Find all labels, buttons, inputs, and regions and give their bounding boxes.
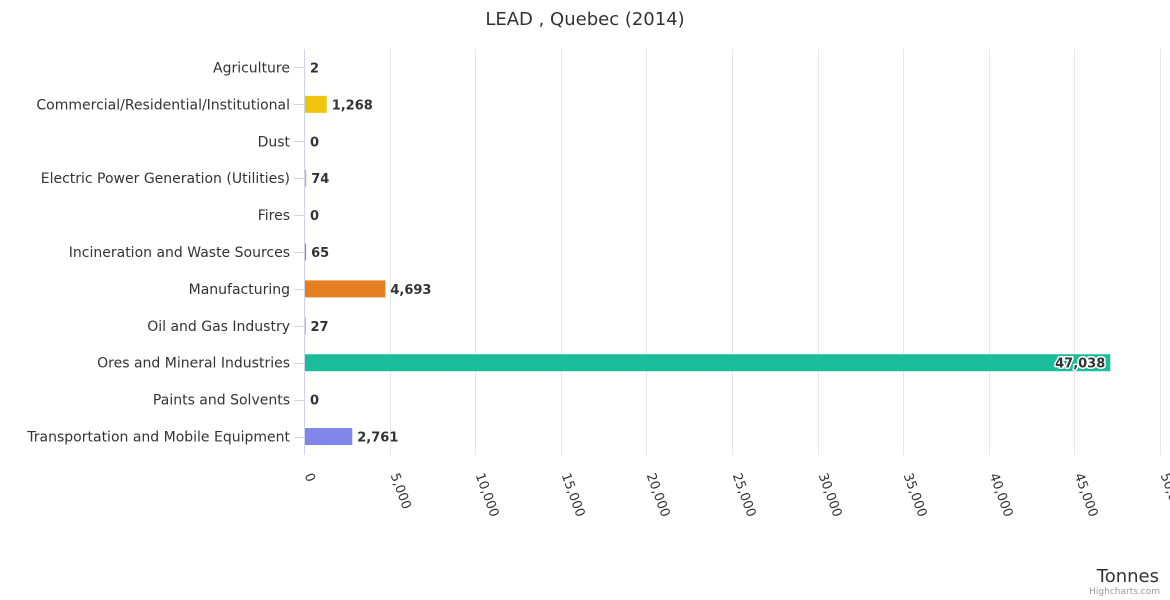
category-label: Transportation and Mobile Equipment bbox=[26, 430, 290, 446]
bar[interactable] bbox=[305, 243, 307, 261]
data-label: 0 bbox=[310, 209, 319, 224]
data-label: 2 bbox=[310, 61, 319, 76]
bar[interactable] bbox=[305, 428, 353, 446]
data-label: 65 bbox=[311, 246, 329, 261]
value-tick-label: 10,000 bbox=[472, 471, 502, 519]
chart-title: LEAD , Quebec (2014) bbox=[485, 9, 684, 30]
credits-link[interactable]: Highcharts.com bbox=[1089, 587, 1160, 597]
data-label: 2,761 bbox=[357, 431, 398, 446]
value-tick-label: 40,000 bbox=[986, 471, 1016, 519]
data-label: 27 bbox=[310, 320, 328, 335]
data-label: 4,693 bbox=[390, 283, 431, 298]
data-label: 1,268 bbox=[332, 98, 373, 113]
value-tick-label: 0 bbox=[301, 471, 318, 484]
category-axis: Agriculture Commercial/Residential/Instit… bbox=[26, 49, 305, 455]
category-label: Dust bbox=[258, 134, 291, 150]
category-label: Ores and Mineral Industries bbox=[97, 356, 290, 372]
category-label: Incineration and Waste Sources bbox=[69, 245, 290, 261]
data-label: 0 bbox=[310, 135, 319, 150]
data-label: 74 bbox=[311, 172, 329, 187]
category-label: Manufacturing bbox=[189, 282, 290, 298]
data-labels: 2 1,268 0 74 0 65 4,693 27 47,038 0 2,761 bbox=[310, 61, 1107, 446]
category-label: Paints and Solvents bbox=[153, 393, 290, 409]
bar[interactable] bbox=[305, 354, 1111, 372]
value-tick-label: 30,000 bbox=[815, 471, 845, 519]
bar[interactable] bbox=[305, 95, 327, 113]
category-label: Oil and Gas Industry bbox=[147, 319, 290, 335]
value-tick-label: 15,000 bbox=[558, 471, 588, 519]
value-tick-label: 5,000 bbox=[387, 471, 414, 511]
category-label: Commercial/Residential/Institutional bbox=[36, 97, 290, 113]
bar[interactable] bbox=[305, 280, 386, 298]
category-label: Fires bbox=[258, 208, 290, 224]
value-tick-label: 35,000 bbox=[900, 471, 930, 519]
value-axis-title: Tonnes bbox=[1096, 566, 1159, 587]
bars bbox=[305, 58, 1111, 446]
bar[interactable] bbox=[305, 169, 307, 187]
category-label: Electric Power Generation (Utilities) bbox=[41, 171, 290, 187]
value-tick-label: 50,000 bbox=[1157, 471, 1170, 519]
value-tick-label: 25,000 bbox=[729, 471, 759, 519]
value-axis: 0 5,000 10,000 15,000 20,000 25,000 30,000 35,0… bbox=[301, 471, 1170, 519]
grid-lines bbox=[390, 49, 1161, 455]
value-tick-label: 45,000 bbox=[1071, 471, 1101, 519]
category-label: Agriculture bbox=[213, 60, 290, 76]
data-label: 0 bbox=[310, 394, 319, 409]
value-tick-label: 20,000 bbox=[643, 471, 673, 519]
data-label: 47,038 bbox=[1055, 357, 1105, 372]
